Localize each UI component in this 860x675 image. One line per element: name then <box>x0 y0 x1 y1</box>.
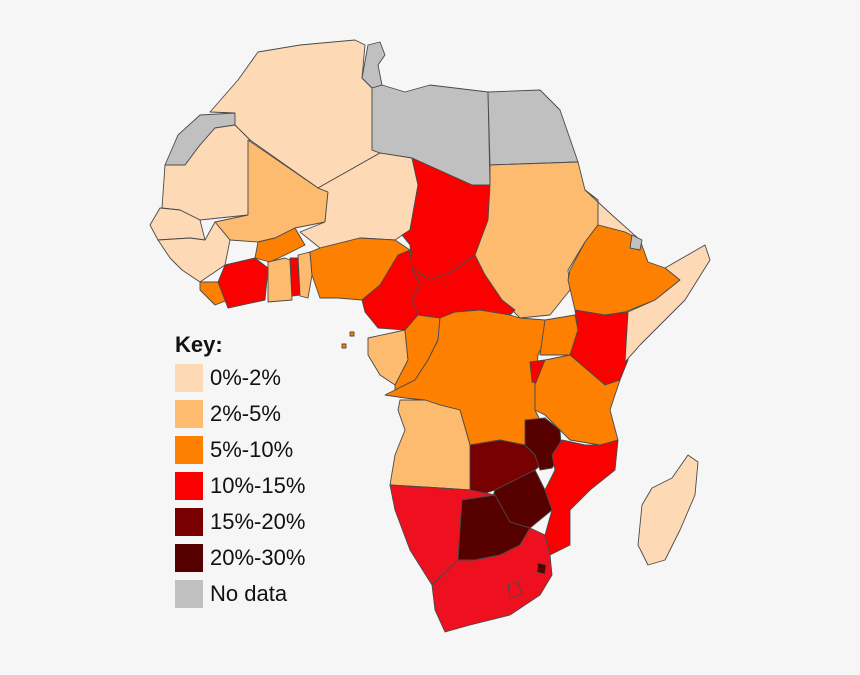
legend-item-lvl-10-15: 10%-15% <box>175 468 305 504</box>
region-madagascar[interactable] <box>637 454 699 566</box>
legend-label: 20%-30% <box>210 545 306 570</box>
region-lesotho[interactable] <box>507 581 523 599</box>
region-sao-tome[interactable] <box>341 343 347 349</box>
region-djibouti[interactable] <box>629 234 643 251</box>
region-burkina[interactable] <box>254 227 306 263</box>
region-mauritania[interactable] <box>161 124 251 221</box>
legend-label: 5%-10% <box>210 437 294 462</box>
region-tunisia[interactable] <box>361 41 386 89</box>
region-swaziland[interactable] <box>536 562 547 575</box>
region-somalia[interactable] <box>624 244 711 363</box>
region-angola[interactable] <box>389 399 471 491</box>
legend-item-lvl-20-30: 20%-30% <box>175 540 305 576</box>
legend-swatch <box>175 544 203 572</box>
legend-swatch <box>175 436 203 464</box>
legend-label: 2%-5% <box>210 401 281 426</box>
legend-items: 0%-2% 2%-5% 5%-10% 10%-15% 15%-20% 20%-30% No … <box>175 360 305 612</box>
legend-label: 0%-2% <box>210 365 281 390</box>
legend-item-lvl-2-5: 2%-5% <box>175 396 305 432</box>
legend-title: Key: <box>175 332 223 357</box>
region-guinea-etc[interactable] <box>157 221 231 283</box>
region-ghana[interactable] <box>267 257 293 303</box>
legend-item-lvl-15-20: 15%-20% <box>175 504 305 540</box>
legend-label: No data <box>210 581 288 606</box>
legend-swatch <box>175 472 203 500</box>
region-mozambique[interactable] <box>544 439 619 556</box>
region-south-africa[interactable] <box>431 527 553 633</box>
legend-swatch <box>175 580 203 608</box>
legend: Key: 0%-2% 2%-5% 5%-10% 10%-15% 15%-20% 20%-3… <box>175 330 305 612</box>
legend-label: 15%-20% <box>210 509 306 534</box>
region-bioko[interactable] <box>349 331 355 337</box>
region-benin[interactable] <box>297 251 313 299</box>
legend-swatch <box>175 364 203 392</box>
legend-swatch <box>175 508 203 536</box>
region-egypt[interactable] <box>487 89 579 166</box>
region-cote-divoire[interactable] <box>217 257 269 309</box>
legend-swatch <box>175 400 203 428</box>
legend-label: 10%-15% <box>210 473 306 498</box>
legend-item-no-data: No data <box>175 576 305 612</box>
legend-item-lvl-0-2: 0%-2% <box>175 360 305 396</box>
legend-item-lvl-5-10: 5%-10% <box>175 432 305 468</box>
